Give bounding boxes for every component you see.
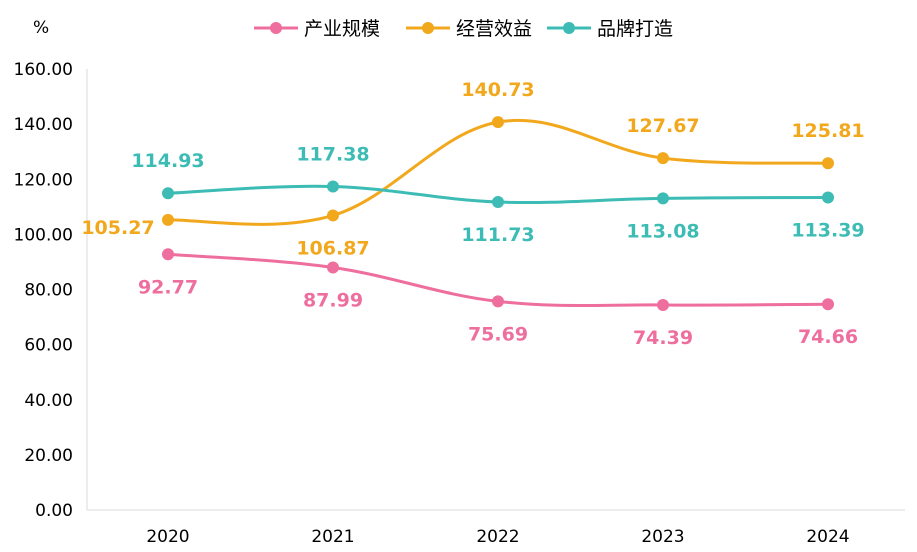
legend-label: 品牌打造 [597, 18, 673, 40]
legend-label: 产业规模 [304, 18, 380, 40]
data-point [327, 261, 339, 274]
y-axis-unit-label: % [33, 18, 49, 38]
data-point [162, 248, 174, 261]
series-line [167, 118, 829, 226]
data-label: 117.38 [296, 143, 369, 165]
x-tick-label: 2020 [146, 527, 189, 547]
data-point [657, 192, 669, 205]
y-tick-label: 40.00 [24, 391, 73, 411]
y-tick-label: 60.00 [24, 336, 73, 356]
y-axis: 0.00 20.00 40.00 60.00 80.00 100.00 120.00 140.… [14, 60, 88, 521]
legend: 产业规模 经营效益 品牌打造 [254, 18, 673, 40]
x-tick-label: 2023 [641, 527, 684, 547]
data-label: 113.39 [791, 219, 864, 241]
data-label: 74.39 [633, 327, 693, 349]
data-label: 114.93 [131, 150, 204, 172]
x-tick-label: 2021 [311, 527, 354, 547]
legend-marker [563, 22, 575, 34]
data-point [492, 196, 504, 209]
data-point [327, 180, 339, 193]
data-point [162, 187, 174, 200]
data-label: 74.66 [798, 326, 858, 348]
legend-marker [422, 22, 434, 34]
y-tick-label: 160.00 [14, 60, 73, 80]
y-tick-label: 120.00 [14, 170, 73, 190]
data-label: 106.87 [296, 237, 369, 259]
data-label: 75.69 [468, 323, 528, 345]
series-points [162, 116, 834, 311]
x-axis: 2020 2021 2022 2023 2024 [87, 509, 905, 547]
data-point [657, 298, 669, 311]
data-label: 111.73 [461, 224, 534, 246]
data-labels: 92.77 87.99 75.69 74.39 74.66 105.27 106.87 140… [81, 79, 864, 349]
data-label: 127.67 [626, 115, 699, 137]
y-tick-label: 100.00 [14, 225, 73, 245]
legend-label: 经营效益 [456, 18, 532, 40]
data-label: 113.08 [626, 220, 699, 242]
y-tick-label: 80.00 [24, 281, 73, 301]
x-tick-label: 2024 [806, 527, 849, 547]
data-point [657, 152, 669, 165]
data-label: 105.27 [81, 217, 154, 239]
data-point [822, 191, 834, 204]
x-tick-label: 2022 [476, 527, 519, 547]
y-tick-label: 0.00 [35, 501, 73, 521]
data-label: 92.77 [138, 276, 198, 298]
data-point [162, 213, 174, 226]
data-label: 87.99 [303, 289, 363, 311]
data-point [822, 298, 834, 311]
data-label: 125.81 [791, 120, 864, 142]
y-tick-label: 140.00 [14, 115, 73, 135]
data-point [327, 209, 339, 222]
series-lines [167, 118, 829, 307]
data-point [492, 116, 504, 129]
data-point [492, 295, 504, 308]
data-label: 140.73 [461, 79, 534, 101]
legend-marker [270, 22, 282, 34]
data-point [822, 157, 834, 170]
y-tick-label: 20.00 [24, 446, 73, 466]
